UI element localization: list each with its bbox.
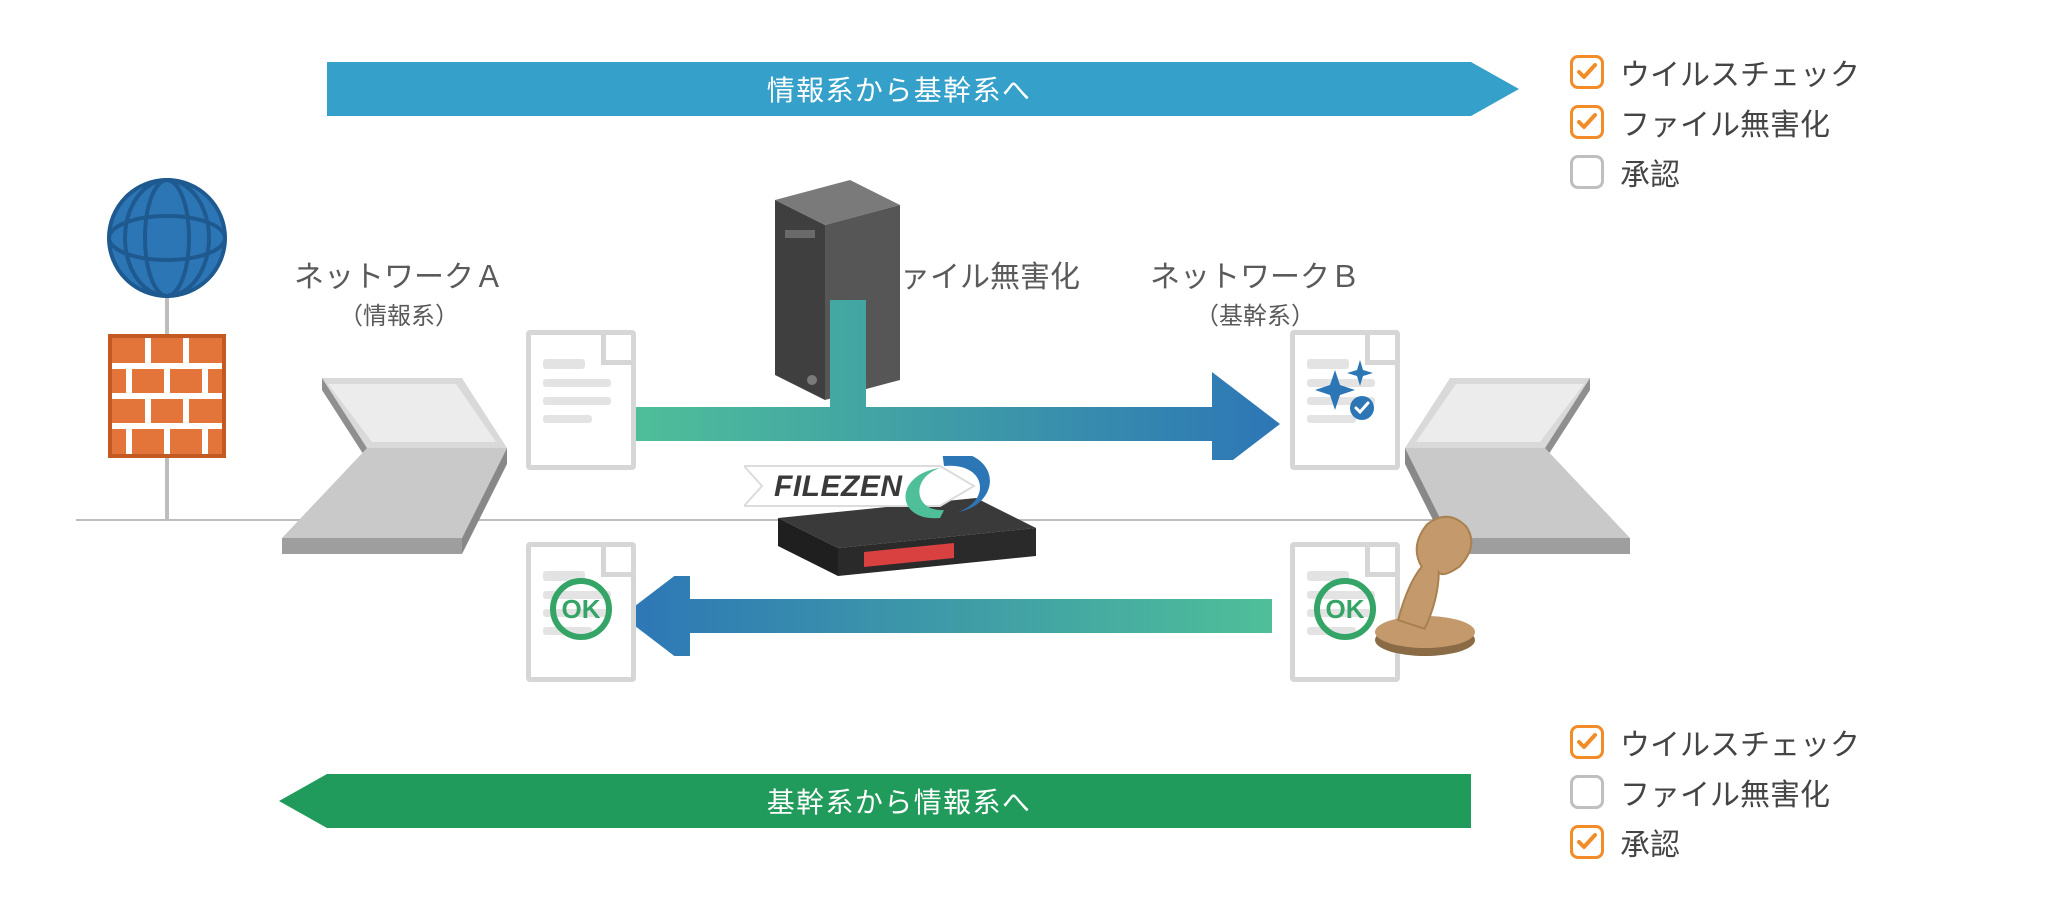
filezen-appliance-icon: FILEZEN [744,456,1044,601]
globe-firewall-icon [92,178,242,543]
zone-a-title: ネットワークＡ [284,252,514,296]
checklist-top: ウイルスチェック ファイル無害化 承認 [1570,50,1860,200]
checklist-item-label: ウイルスチェック [1620,720,1860,764]
zone-a-sub: （情報系） [284,296,514,331]
laptop-a-icon [262,378,512,573]
checkbox-icon [1570,155,1604,189]
ok-badge: OK [1314,578,1376,640]
banner-bottom-arrowhead [279,774,327,828]
banner-top-arrowhead [1471,62,1519,116]
checkbox-icon [1570,105,1604,139]
doc-ok-left-icon: OK [526,542,636,682]
checklist-top-row: ウイルスチェック [1570,50,1860,94]
doc-sanitized-icon [1290,330,1400,470]
banner-top-label: 情報系から基幹系へ [767,69,1032,109]
checkbox-icon [1570,825,1604,859]
flow-arrow-top [630,290,1280,460]
doc-plain-icon [526,330,636,470]
checklist-item-label: ファイル無害化 [1620,100,1830,144]
checklist-bottom-row: ウイルスチェック [1570,720,1860,764]
checkbox-icon [1570,775,1604,809]
checklist-item-label: 承認 [1620,150,1680,194]
checklist-bottom-row: ファイル無害化 [1570,770,1860,814]
checklist-item-label: ファイル無害化 [1620,770,1830,814]
approval-stamp-icon [1370,500,1490,665]
filezen-logo-text: FILEZEN [774,470,903,503]
checklist-item-label: ウイルスチェック [1620,50,1860,94]
sparkle-icon [1310,360,1380,430]
banner-bottom: 基幹系から情報系へ [327,774,1471,828]
checkbox-icon [1570,55,1604,89]
checklist-bottom: ウイルスチェック ファイル無害化 承認 [1570,720,1860,870]
ok-badge: OK [550,578,612,640]
checklist-top-row: 承認 [1570,150,1860,194]
zone-a-label: ネットワークＡ （情報系） [284,252,514,331]
checklist-bottom-row: 承認 [1570,820,1860,864]
banner-bottom-label: 基幹系から情報系へ [767,781,1032,821]
checklist-top-row: ファイル無害化 [1570,100,1860,144]
checklist-item-label: 承認 [1620,820,1680,864]
banner-top: 情報系から基幹系へ [327,62,1471,116]
checkbox-icon [1570,725,1604,759]
